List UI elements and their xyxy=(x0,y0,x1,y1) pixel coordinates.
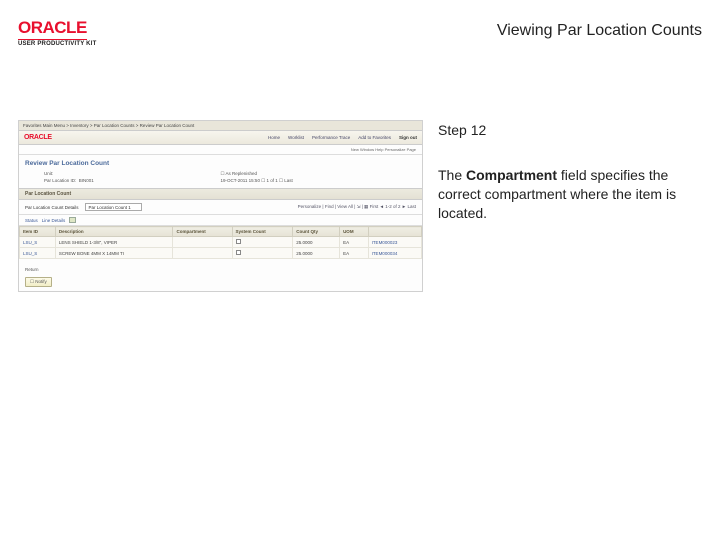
mini-app: Favorites Main Menu > Inventory > Par Lo… xyxy=(18,120,423,292)
cell-syscount xyxy=(232,237,293,248)
filter-row: Par Location Count Details Par Location … xyxy=(19,200,422,215)
mini-oracle-logo: ORACLE xyxy=(24,134,52,141)
filter-select[interactable]: Par Location Count 1 xyxy=(85,203,142,211)
mini-info-grid: Unit: ☐ As Replenished Par Location ID: … xyxy=(19,169,422,188)
checkbox-icon xyxy=(236,250,241,255)
toolbar-row: Status Line Details xyxy=(19,215,422,226)
table-row: LSU_S LENS SHIELD 1-3/8", VIPER 25.0000 … xyxy=(20,237,422,248)
mini-topbar: ORACLE Home Worklist Performance Trace A… xyxy=(19,131,422,145)
mini-nav: Home Worklist Performance Trace Add to F… xyxy=(268,135,417,140)
grid-icon[interactable] xyxy=(69,217,76,223)
filter-label: Par Location Count Details xyxy=(25,205,79,210)
count-table: Item ID Description Compartment System C… xyxy=(19,226,422,259)
checkbox-icon xyxy=(236,239,241,244)
col-extra xyxy=(368,227,421,237)
nav-perf[interactable]: Performance Trace xyxy=(312,135,350,140)
col-system-count: System Count xyxy=(232,227,293,237)
notify-button[interactable]: ☐ Notify xyxy=(25,277,52,287)
col-count-qty: Count Qty xyxy=(293,227,340,237)
cell-item[interactable]: LSU_S xyxy=(20,248,56,259)
embedded-screenshot: Favorites Main Menu > Inventory > Par Lo… xyxy=(18,120,423,292)
logo-block: ORACLE USER PRODUCTIVITY KIT xyxy=(18,18,96,47)
cell-desc: SCREW BONE 4MM X 14MM TI xyxy=(55,248,173,259)
step-label: Step 12 xyxy=(438,122,702,138)
line-details-link[interactable]: Line Details xyxy=(42,218,66,223)
return-label[interactable]: Return xyxy=(19,259,422,275)
mini-heading: Review Par Location Count xyxy=(19,155,422,169)
cell-uom: EA xyxy=(340,237,369,248)
cell-item[interactable]: LSU_S xyxy=(20,237,56,248)
desc-prefix: The xyxy=(438,167,466,183)
table-row: LSU_S SCREW BONE 4MM X 14MM TI 25.0000 E… xyxy=(20,248,422,259)
page-header: ORACLE USER PRODUCTIVITY KIT Viewing Par… xyxy=(18,18,702,47)
col-uom: UOM xyxy=(340,227,369,237)
content-row: Favorites Main Menu > Inventory > Par Lo… xyxy=(18,120,702,292)
table-header-row: Item ID Description Compartment System C… xyxy=(20,227,422,237)
status-link[interactable]: Status xyxy=(25,218,38,223)
cell-ref[interactable]: ITEM000034 xyxy=(368,248,421,259)
nav-home[interactable]: Home xyxy=(268,135,280,140)
par-label: Par Location ID: BIN001 xyxy=(44,178,221,184)
nav-signout[interactable]: Sign out xyxy=(399,135,417,140)
mini-subbar: New Window Help Personalize Page xyxy=(19,145,422,155)
nav-addfav[interactable]: Add to Favorites xyxy=(358,135,391,140)
page-title: Viewing Par Location Counts xyxy=(497,22,702,40)
cell-ref[interactable]: ITEM000023 xyxy=(368,237,421,248)
nav-worklist[interactable]: Worklist xyxy=(288,135,304,140)
cell-qty: 25.0000 xyxy=(293,248,340,259)
datetime-val: 19-OCT-2011 15:50 ☐ 1 of 1 ☐ Last xyxy=(221,178,398,184)
breadcrumb: Favorites Main Menu > Inventory > Par Lo… xyxy=(19,121,422,131)
info-column: Step 12 The Compartment field specifies … xyxy=(438,120,702,292)
desc-bold: Compartment xyxy=(466,167,557,183)
oracle-logo: ORACLE xyxy=(18,18,87,40)
logo-subtitle: USER PRODUCTIVITY KIT xyxy=(18,41,96,47)
cell-desc: LENS SHIELD 1-3/8", VIPER xyxy=(55,237,173,248)
cell-uom: EA xyxy=(340,248,369,259)
col-item-id: Item ID xyxy=(20,227,56,237)
step-description: The Compartment field specifies the corr… xyxy=(438,166,702,223)
cell-qty: 25.0000 xyxy=(293,237,340,248)
col-compartment: Compartment xyxy=(173,227,232,237)
unit-label: Unit: xyxy=(44,171,221,177)
pager[interactable]: Personalize | Find | View All | ⇲ | ▦ Fi… xyxy=(298,204,416,210)
section-header: Par Location Count xyxy=(19,188,422,200)
cell-syscount xyxy=(232,248,293,259)
col-description: Description xyxy=(55,227,173,237)
replen-check: ☐ As Replenished xyxy=(221,171,398,177)
cell-compartment xyxy=(173,248,232,259)
cell-compartment xyxy=(173,237,232,248)
